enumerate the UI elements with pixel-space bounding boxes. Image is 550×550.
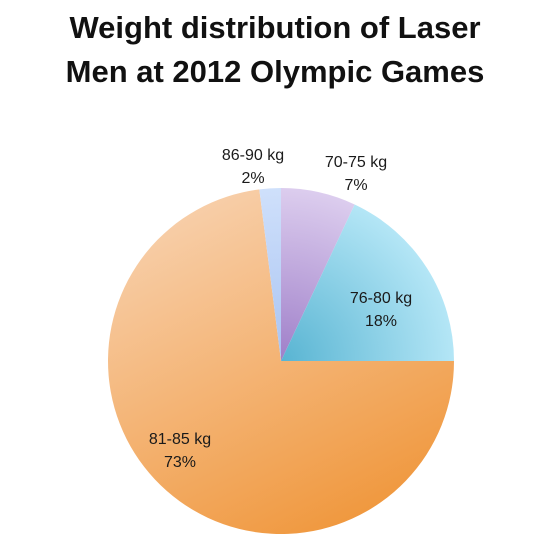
chart-title: Weight distribution of Laser Men at 2012… [0, 6, 550, 94]
slice-label: 76-80 kg [350, 290, 412, 307]
pie-slice-81-85-kg [107, 189, 454, 534]
slice-label: 86-90 kg [222, 147, 284, 164]
slice-percent-label: 73% [164, 454, 196, 471]
slice-percent-label: 2% [241, 170, 264, 187]
pie-slice-70-75-kg [281, 188, 355, 361]
chart-title-line-1: Weight distribution of Laser [69, 10, 481, 45]
slice-label: 81-85 kg [149, 431, 211, 448]
slice-label: 70-75 kg [325, 154, 387, 171]
pie-slice-86-90-kg [259, 188, 281, 361]
slice-percent-label: 7% [344, 177, 367, 194]
chart-title-line-2: Men at 2012 Olympic Games [65, 54, 485, 89]
slice-percent-label: 18% [365, 313, 397, 330]
pie-slice-76-80-kg [281, 204, 454, 361]
